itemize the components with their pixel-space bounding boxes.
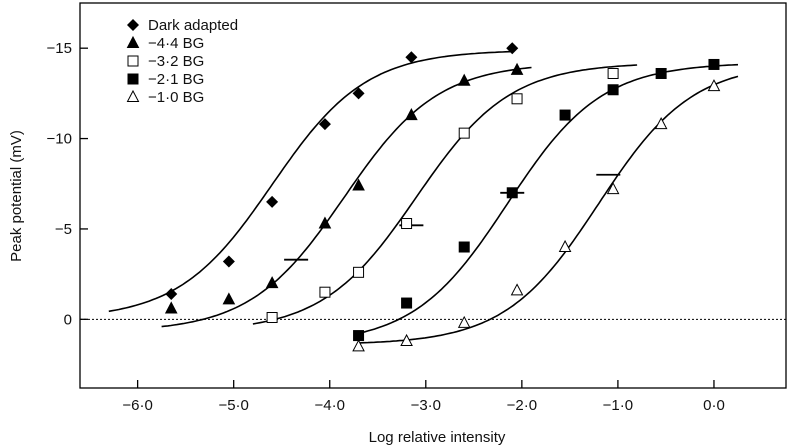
y-tick-label: −5 [55, 221, 72, 238]
fit-curve [358, 63, 739, 335]
data-point [164, 301, 178, 314]
fitted-curves [108, 50, 739, 344]
data-point [707, 79, 721, 92]
x-tick-label: −4·0 [315, 397, 345, 414]
data-point [457, 73, 471, 86]
y-tick-label: 0 [64, 311, 72, 328]
data-point [353, 330, 365, 342]
x-tick-label: −6·0 [122, 397, 152, 414]
x-tick-label: −1·0 [603, 397, 633, 414]
plot-frame [79, 2, 787, 389]
fit-curve [252, 64, 638, 325]
data-point [353, 266, 365, 278]
data-point [352, 178, 365, 191]
data-point [222, 292, 236, 305]
data-point [401, 297, 413, 309]
data-point [318, 118, 331, 131]
y-axis-ticks: −15 −10 −5 0 [47, 40, 88, 328]
data-point [607, 84, 619, 96]
data-point [655, 67, 667, 79]
y-tick-label: −10 [47, 131, 72, 148]
x-tick-label: −3·0 [411, 397, 441, 414]
y-tick-label: −15 [47, 40, 72, 57]
legend: Dark adapted−4·4 BG−3·2 BG−2·1 BG−1·0 BG [126, 17, 238, 106]
data-point [510, 283, 524, 296]
y-axis-label: Peak potential (mV) [8, 130, 25, 262]
x-axis-ticks: −6·0 −5·0 −4·0 −3·0 −2·0 −1·0 0·0 [122, 380, 725, 414]
legend-label: −4·4 BG [148, 35, 204, 52]
data-point [165, 288, 178, 301]
data-point [510, 62, 524, 75]
data-point [318, 216, 332, 229]
x-axis-label: Log relative intensity [369, 429, 506, 446]
legend-label: −3·2 BG [148, 53, 204, 70]
x-tick-label: 0·0 [703, 397, 725, 414]
data-point [319, 286, 331, 298]
fit-curve [161, 66, 532, 328]
x-tick-label: −5·0 [218, 397, 248, 414]
data-point [558, 239, 572, 253]
legend-label: −1·0 BG [148, 89, 204, 106]
data-point [222, 255, 235, 268]
legend-marker [127, 19, 139, 31]
fit-curve [358, 75, 739, 344]
data-point [400, 333, 413, 347]
x-tick-label: −2·0 [507, 397, 537, 414]
data-point [401, 218, 413, 230]
data-point [405, 107, 418, 121]
data-point [559, 109, 571, 121]
data-point [607, 67, 619, 79]
data-point [405, 51, 418, 64]
data-point [265, 276, 279, 289]
data-point [352, 339, 365, 352]
data-point [506, 187, 518, 199]
data-point [511, 93, 523, 105]
data-point [458, 127, 470, 139]
data-point [457, 315, 471, 328]
fit-curve [108, 50, 513, 313]
data-point [266, 312, 278, 324]
legend-marker [126, 35, 140, 48]
data-point [352, 87, 365, 100]
data-point [708, 58, 720, 70]
legend-label: Dark adapted [148, 17, 238, 34]
data-point [458, 241, 470, 253]
legend-label: −2·1 BG [148, 71, 204, 88]
data-points [164, 42, 721, 352]
data-point [654, 117, 668, 130]
legend-marker [127, 55, 139, 67]
data-point [506, 42, 519, 55]
legend-marker [126, 89, 140, 102]
data-point [606, 182, 620, 195]
legend-marker [127, 73, 139, 85]
data-point [266, 195, 279, 208]
